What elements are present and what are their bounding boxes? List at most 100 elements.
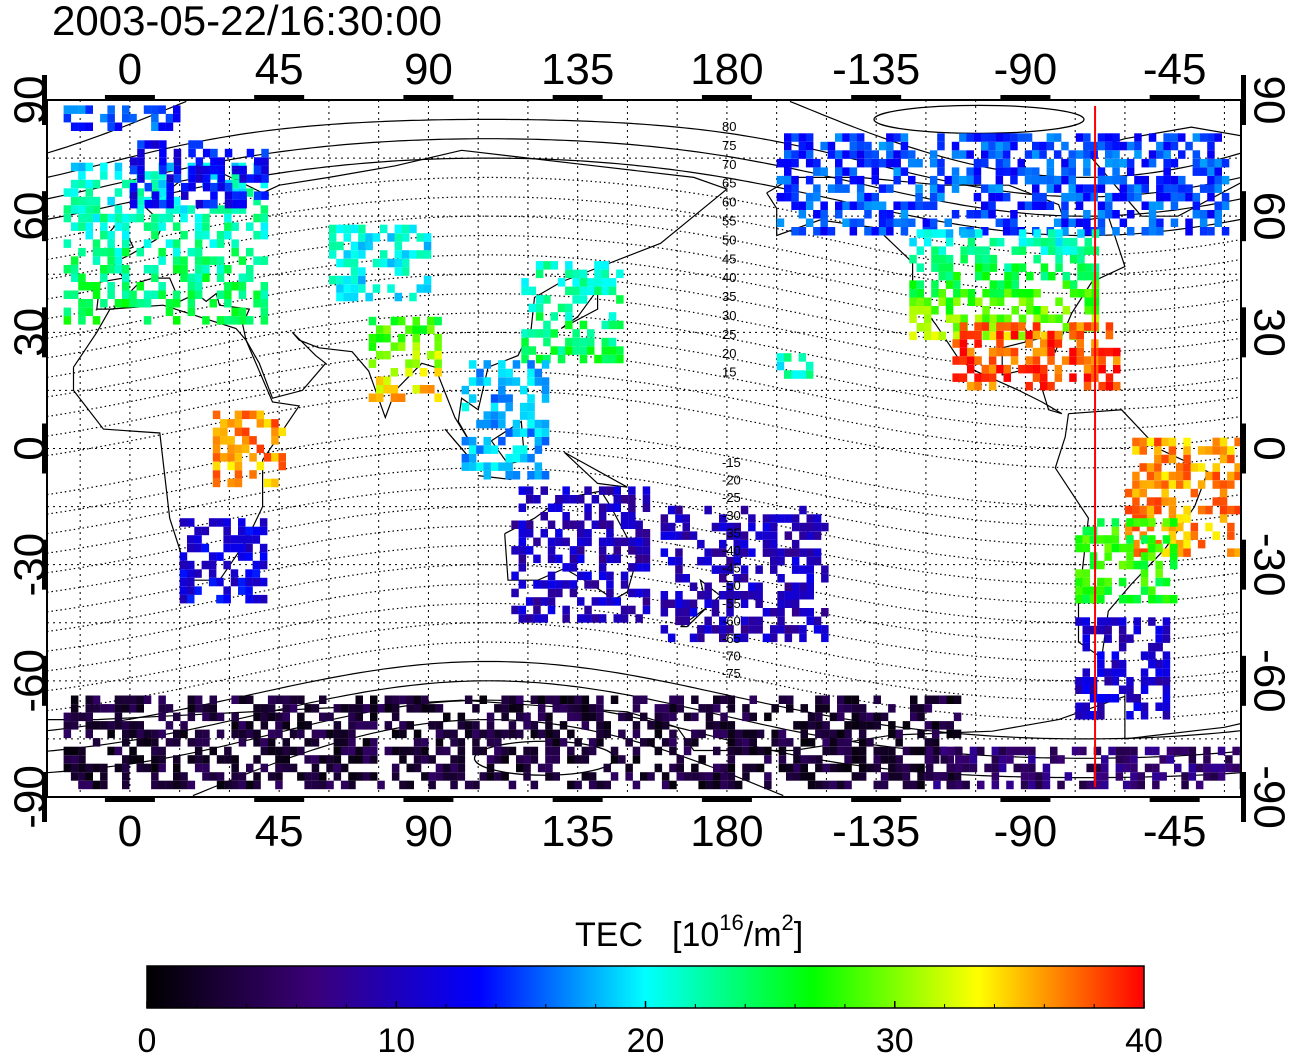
tec-cell bbox=[799, 531, 807, 540]
tec-cell bbox=[516, 755, 524, 764]
tec-cell bbox=[791, 608, 800, 617]
tec-cell bbox=[238, 721, 247, 730]
tec-cell bbox=[851, 772, 860, 781]
tec-cell bbox=[893, 133, 901, 142]
tec-region-scandinavia bbox=[129, 140, 269, 209]
tec-cell bbox=[598, 537, 607, 547]
tec-cell bbox=[660, 625, 669, 634]
tec-cell bbox=[951, 141, 960, 151]
tec-cell bbox=[909, 331, 917, 341]
tec-cell bbox=[748, 522, 756, 532]
tec-cell bbox=[784, 141, 792, 151]
tec-cell bbox=[1132, 539, 1140, 549]
tec-cell bbox=[399, 755, 407, 764]
tec-cell bbox=[523, 772, 531, 781]
tec-cell bbox=[253, 196, 261, 206]
tec-cell bbox=[1122, 780, 1131, 790]
tec-cell bbox=[224, 182, 233, 192]
tec-cell bbox=[129, 182, 138, 192]
tec-cell bbox=[923, 237, 932, 247]
tec-cell bbox=[238, 256, 247, 265]
tec-cell bbox=[1130, 755, 1138, 764]
tec-cell bbox=[202, 755, 210, 764]
tec-cell bbox=[740, 599, 749, 608]
tec-cell bbox=[1010, 167, 1018, 176]
tec-cell bbox=[1162, 694, 1171, 703]
tec-cell bbox=[122, 247, 130, 257]
tec-cell bbox=[165, 738, 174, 747]
tec-cell bbox=[260, 746, 269, 756]
tec-cell bbox=[931, 280, 939, 289]
tec-cell bbox=[878, 201, 887, 210]
tec-cell bbox=[209, 299, 217, 308]
tec-cell bbox=[1054, 339, 1063, 348]
tec-cell bbox=[856, 218, 865, 227]
tec-cell bbox=[1097, 535, 1105, 544]
tec-cell bbox=[413, 763, 422, 773]
tec-cell bbox=[981, 364, 990, 374]
tec-cell bbox=[1018, 263, 1027, 272]
tec-cell bbox=[1093, 746, 1102, 756]
tec-cell bbox=[282, 704, 290, 713]
tec-cell bbox=[1098, 381, 1106, 391]
tec-cell bbox=[340, 704, 349, 713]
tec-cell bbox=[512, 360, 521, 369]
tec-cell bbox=[1162, 625, 1171, 635]
tec-cell bbox=[1161, 454, 1169, 464]
tec-cell bbox=[278, 453, 286, 462]
tec-cell bbox=[435, 721, 444, 730]
tec-cell bbox=[981, 373, 990, 382]
tec-cell bbox=[697, 556, 705, 566]
tec-cell bbox=[962, 780, 970, 790]
tec-cell bbox=[1011, 263, 1019, 272]
tec-cell bbox=[227, 444, 235, 454]
tec-cell bbox=[1155, 702, 1163, 711]
tec-cell bbox=[311, 780, 320, 790]
tec-cell bbox=[1178, 133, 1186, 142]
tec-cell bbox=[959, 150, 967, 159]
tec-cell bbox=[234, 453, 243, 462]
tec-cell bbox=[530, 780, 539, 790]
tec-cell bbox=[525, 520, 534, 529]
tec-cell bbox=[1050, 755, 1058, 764]
tec-cell bbox=[791, 539, 800, 549]
tec-cell bbox=[187, 780, 196, 790]
tec-cell bbox=[938, 246, 946, 255]
tec-cell bbox=[78, 772, 86, 781]
tec-cell bbox=[413, 729, 422, 739]
tec-cell bbox=[762, 548, 771, 557]
tec-cell bbox=[486, 721, 495, 730]
tec-cell bbox=[974, 322, 982, 331]
tec-cell bbox=[1168, 471, 1177, 481]
tec-cell bbox=[1105, 141, 1113, 151]
tec-cell bbox=[577, 529, 585, 538]
top-lon-tick-label: -135 bbox=[832, 45, 920, 94]
tec-cell bbox=[370, 712, 378, 722]
tec-cell bbox=[518, 580, 527, 589]
tec-cell bbox=[937, 141, 945, 151]
tec-cell bbox=[675, 505, 683, 515]
tec-cell bbox=[92, 239, 101, 248]
tec-cell bbox=[253, 755, 261, 764]
tec-cell bbox=[158, 695, 166, 704]
tec-cell bbox=[807, 721, 816, 730]
tec-cell bbox=[1168, 446, 1177, 455]
tec-cell bbox=[391, 746, 400, 756]
tec-cell bbox=[1162, 634, 1171, 643]
tec-cell bbox=[1183, 505, 1191, 515]
tec-cell bbox=[304, 704, 312, 713]
tec-cell bbox=[821, 633, 829, 643]
tec-cell bbox=[572, 329, 580, 338]
tec-cell bbox=[253, 704, 261, 713]
tec-cell bbox=[908, 175, 916, 185]
tec-cell bbox=[333, 704, 342, 713]
tec-cell bbox=[1162, 685, 1171, 694]
contour-line bbox=[47, 351, 1241, 430]
tec-cell bbox=[275, 721, 283, 730]
tec-cell bbox=[1219, 454, 1228, 464]
tec-cell bbox=[1148, 552, 1156, 561]
tec-cell bbox=[1115, 746, 1124, 756]
tec-cell bbox=[210, 191, 218, 200]
tec-cell bbox=[851, 695, 860, 704]
tec-cell bbox=[740, 574, 749, 583]
